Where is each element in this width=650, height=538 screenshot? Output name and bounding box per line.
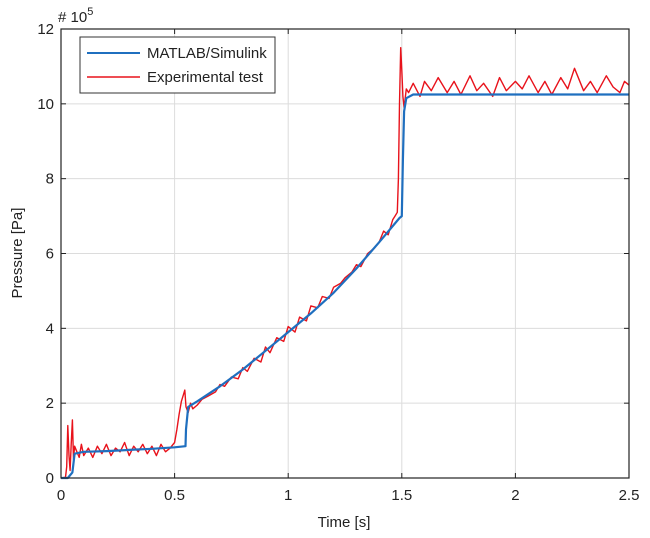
legend-label-experimental-test: Experimental test (147, 69, 264, 86)
series-line-matlab-simulink (61, 93, 629, 480)
y-multiplier-exponent: 5 (87, 6, 93, 18)
y-tick-label: 8 (46, 171, 54, 188)
legend-label-matlab-simulink: MATLAB/Simulink (147, 45, 267, 62)
grid-lines (61, 29, 629, 478)
axis-ticks: 0 0.5 1 1.5 2 2.5 0 2 4 6 8 10 12 (37, 21, 639, 504)
x-tick-label: 1.5 (391, 487, 412, 504)
y-axis-multiplier: # 105 (58, 6, 93, 26)
x-tick-label: 1 (284, 487, 292, 504)
x-tick-label: 0 (57, 487, 65, 504)
data-series (60, 47, 630, 480)
y-tick-label: 0 (46, 470, 54, 487)
x-tick-label: 2.5 (619, 487, 640, 504)
legend-box (79, 36, 276, 94)
y-tick-label: 2 (46, 395, 54, 412)
y-tick-label: 6 (46, 246, 54, 263)
y-tick-label: 12 (37, 21, 54, 38)
x-tick-label: 2 (511, 487, 519, 504)
y-multiplier-base: # 10 (58, 9, 87, 26)
y-tick-label: 4 (46, 320, 54, 337)
y-tick-label: 10 (37, 96, 54, 113)
y-axis-label: Pressure [Pa] (9, 208, 26, 299)
x-axis-label: Time [s] (318, 514, 371, 531)
x-tick-label: 0.5 (164, 487, 185, 504)
legend: MATLAB/Simulink Experimental test (79, 36, 276, 94)
